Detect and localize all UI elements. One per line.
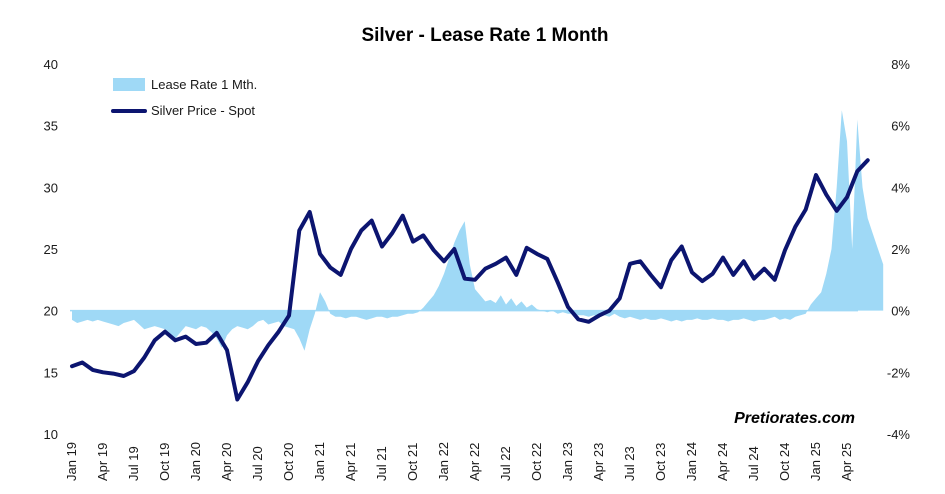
x-tick-label: Jan 25: [808, 442, 823, 481]
x-tick-label: Jan 22: [436, 442, 451, 481]
left-tick-label: 35: [44, 119, 58, 134]
x-tick-label: Apr 20: [219, 443, 234, 481]
x-tick-label: Oct 19: [157, 443, 172, 481]
x-tick-label: Jan 23: [560, 442, 575, 481]
left-tick-label: 20: [44, 304, 58, 319]
silver-price-line: [70, 158, 870, 402]
x-axis: Jan 19 Apr 19 Jul 19 Oct 19 Jan 20 Apr 20 Jul …: [64, 442, 854, 481]
x-tick-label: Apr 23: [591, 443, 606, 481]
right-tick-label: 0%: [891, 304, 910, 319]
right-tick-label: -4%: [887, 427, 911, 442]
x-tick-label: Jul 24: [746, 446, 761, 481]
x-tick-label: Oct 23: [653, 443, 668, 481]
x-tick-label: Oct 20: [281, 443, 296, 481]
right-tick-label: 8%: [891, 57, 910, 72]
x-tick-label: Oct 21: [405, 443, 420, 481]
left-tick-label: 30: [44, 180, 58, 195]
lease-rate-area: [72, 110, 884, 351]
x-tick-label: Jan 24: [684, 442, 699, 481]
x-tick-label: Jan 21: [312, 442, 327, 481]
watermark: Pretiorates.com: [734, 410, 855, 427]
right-tick-label: 2%: [891, 242, 910, 257]
x-tick-label: Jul 23: [622, 446, 637, 481]
left-tick-label: 25: [44, 242, 58, 257]
legend-swatch-lease-rate: [113, 78, 145, 91]
x-tick-label: Jul 20: [250, 446, 265, 481]
left-y-axis: 10 15 20 25 30 35 40: [44, 57, 58, 442]
x-tick-label: Jan 20: [188, 442, 203, 481]
x-tick-label: Apr 21: [343, 443, 358, 481]
x-tick-label: Jul 19: [126, 446, 141, 481]
legend: Lease Rate 1 Mth. Silver Price - Spot: [111, 77, 257, 118]
silver-price-layer: [70, 158, 870, 402]
x-tick-label: Apr 25: [839, 443, 854, 481]
left-tick-label: 10: [44, 427, 58, 442]
x-tick-label: Jan 19: [64, 442, 79, 481]
left-tick-label: 15: [44, 365, 58, 380]
right-tick-label: 6%: [891, 119, 910, 134]
x-tick-label: Apr 19: [95, 443, 110, 481]
right-tick-label: -2%: [887, 365, 911, 380]
left-tick-label: 40: [44, 57, 58, 72]
x-tick-label: Apr 22: [467, 443, 482, 481]
x-tick-label: Jul 21: [374, 446, 389, 481]
x-tick-label: Oct 22: [529, 443, 544, 481]
chart-title: Silver - Lease Rate 1 Month: [361, 25, 608, 46]
right-y-axis: -4% -2% 0% 2% 4% 6% 8%: [887, 57, 911, 442]
right-tick-label: 4%: [891, 180, 910, 195]
x-tick-label: Oct 24: [777, 443, 792, 481]
x-tick-label: Jul 22: [498, 446, 513, 481]
legend-label-silver-price: Silver Price - Spot: [151, 103, 255, 118]
lease-rate-layer: [72, 110, 884, 351]
x-tick-label: Apr 24: [715, 443, 730, 481]
legend-label-lease-rate: Lease Rate 1 Mth.: [151, 77, 257, 92]
